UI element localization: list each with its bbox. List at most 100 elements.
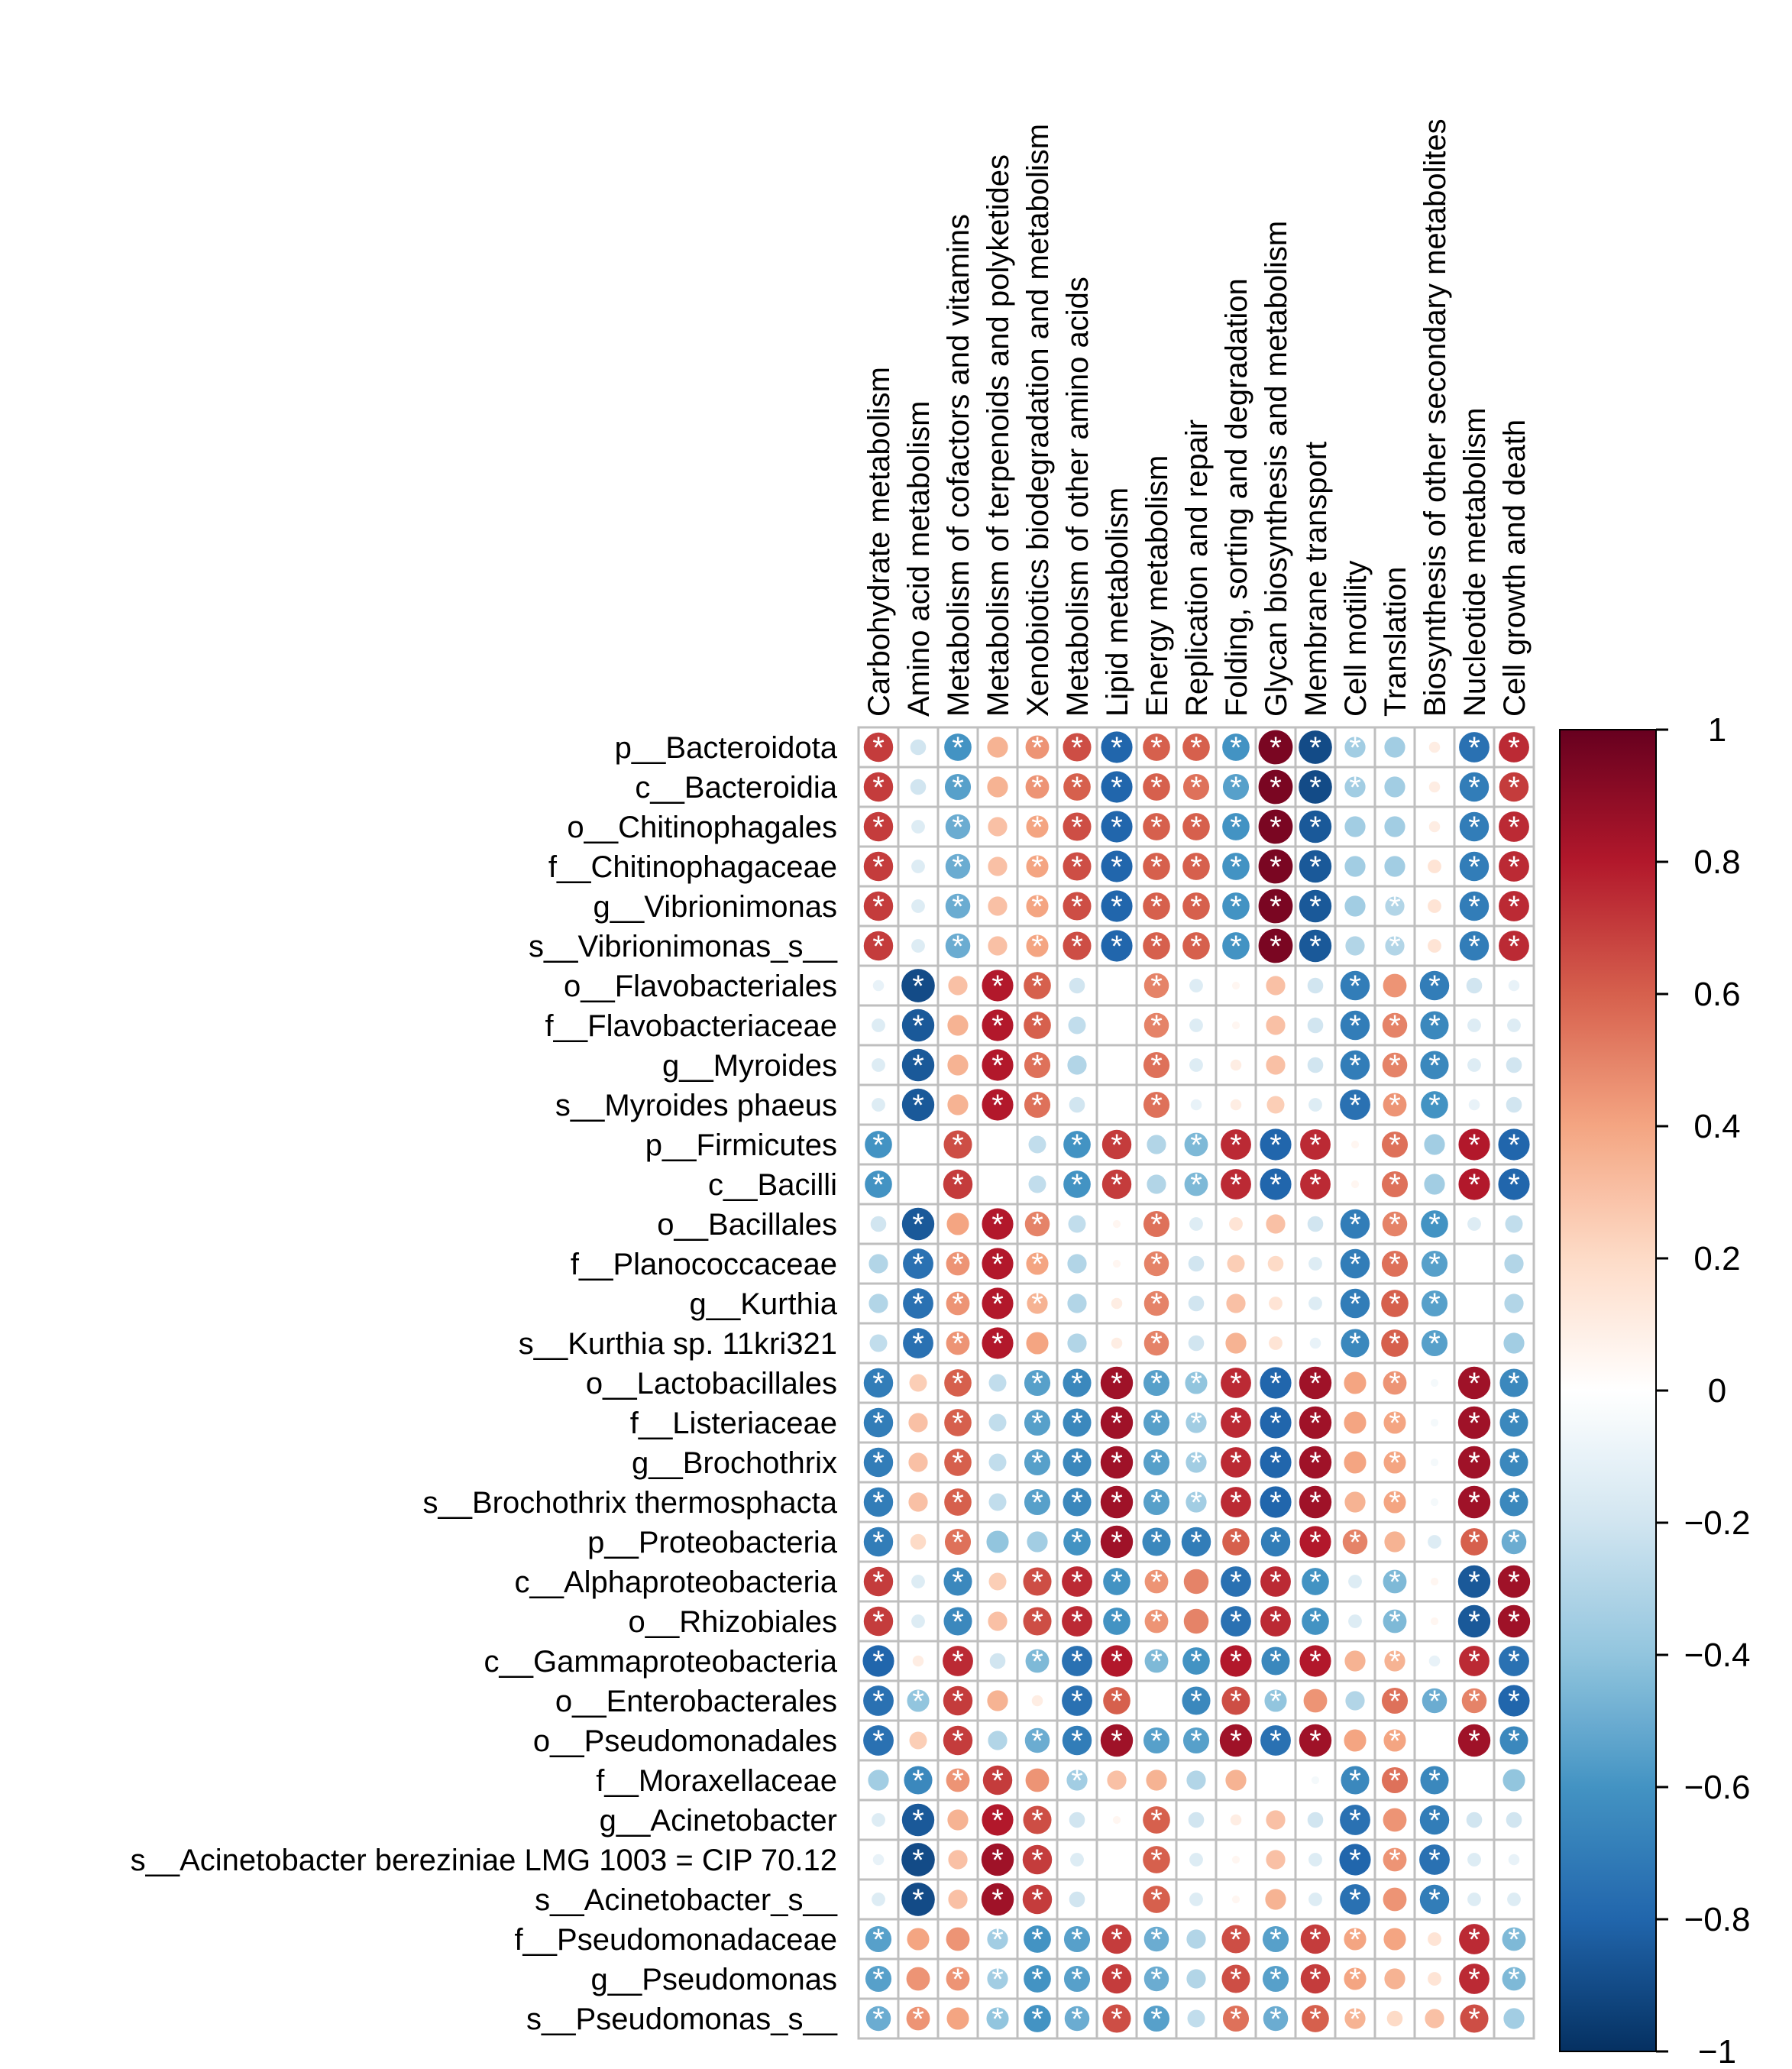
corr-circle-s-acinetobacter-bereziniae-lmg-1003-cip-70-12-cell-motility [1339,1844,1371,1876]
corr-circle-o-bacillales-carbohydrate-metabolism [870,1216,887,1232]
colorbar-tick-label: −1 [1698,2033,1736,2065]
corr-circle-o-chitinophagales-metabolism-of-terpenoids-and-polyketides [988,817,1008,837]
significance-star: * [1389,1367,1401,1400]
significance-star: * [1071,850,1083,884]
significance-star: * [1150,1089,1163,1122]
significance-star: * [1309,1724,1321,1758]
corr-circle-s-pseudomonas-s-amino-acid-metabolism [906,2006,930,2031]
corr-circle-o-enterobacterales-metabolism-of-other-amino-acids [1062,1685,1092,1716]
significance-star: * [1349,970,1361,1003]
significance-star: * [1270,1724,1282,1758]
row-label-o-pseudomonadales: o__Pseudomonadales [533,1724,837,1758]
corr-circle-f-flavobacteriaceae-nucleotide-metabolism [1467,1018,1481,1032]
significance-star: * [1230,1685,1242,1718]
corr-circle-c-alphaproteobacteria-replication-and-repair [1183,1569,1209,1595]
corr-circle-p-proteobacteria-lipid-metabolism [1100,1525,1134,1559]
corr-circle-p-firmicutes-glycan-biosynthesis-and-metabolism [1260,1128,1292,1161]
colorbar-tick-label: 1 [1708,711,1726,749]
corr-circle-s-kurthia-sp-11kri321-folding-sorting-and-degradation [1225,1332,1247,1354]
corr-circle-f-planococcaceae-translation [1381,1250,1409,1277]
row-label-f-planococcaceae: f__Planococcaceae [571,1248,837,1281]
corr-circle-o-rhizobiales-lipid-metabolism [1103,1608,1131,1635]
corr-circle-g-vibrionimonas-amino-acid-metabolism [911,899,925,913]
corr-circle-o-bacillales-translation [1382,1211,1408,1237]
corr-circle-f-listeriaceae-metabolism-of-other-amino-acids [1063,1408,1092,1437]
corr-circle-f-pseudomonadaceae-metabolism-of-other-amino-acids [1063,1925,1091,1953]
corr-circle-o-rhizobiales-metabolism-of-terpenoids-and-polyketides [988,1611,1008,1631]
corr-circle-s-myroides-phaeus-membrane-transport [1308,1098,1322,1112]
significance-star: * [1270,1566,1282,1599]
corr-circle-g-myroides-cell-motility [1340,1050,1370,1080]
corr-circle-s-vibrionimonas-s-replication-and-repair [1182,932,1210,960]
significance-star: * [952,1486,964,1520]
significance-star: * [1071,930,1083,963]
corr-circle-f-flavobacteriaceae-carbohydrate-metabolism [872,1018,885,1032]
significance-star: * [1468,1446,1480,1480]
corr-circle-s-myroides-phaeus-amino-acid-metabolism [901,1088,935,1122]
corr-circle-g-vibrionimonas-folding-sorting-and-degradation [1222,892,1250,920]
corr-circle-s-myroides-phaeus-metabolism-of-terpenoids-and-polyketides [982,1089,1014,1121]
column-label-lipid-metabolism: Lipid metabolism [1101,487,1134,717]
corr-circle-f-chitinophagaceae-folding-sorting-and-degradation [1222,853,1250,880]
corr-circle-s-vibrionimonas-s-cell-motility [1345,936,1365,956]
corr-circle-o-pseudomonadales-metabolism-of-cofactors-and-vitamins [943,1725,973,1756]
significance-star: * [1190,731,1202,765]
corr-circle-p-proteobacteria-metabolism-of-terpenoids-and-polyketides [986,1530,1009,1553]
corr-circle-o-rhizobiales-translation [1383,1609,1407,1634]
corr-circle-g-acinetobacter-carbohydrate-metabolism [872,1813,885,1827]
significance-star: * [991,1208,1004,1242]
colorbar-tick-label: 0.4 [1693,1108,1740,1145]
corr-circle-c-gammaproteobacteria-lipid-metabolism [1101,1645,1133,1677]
corr-circle-c-gammaproteobacteria-folding-sorting-and-degradation [1220,1645,1252,1677]
significance-star: * [952,1248,964,1281]
corr-circle-s-acinetobacter-bereziniae-lmg-1003-cip-70-12-metabolism-of-terpenoids-and-polyketides [981,1843,1014,1876]
corr-circle-o-flavobacteriales-membrane-transport [1307,977,1324,994]
corr-circle-g-myroides-translation [1382,1052,1408,1078]
corr-circle-g-myroides-metabolism-of-terpenoids-and-polyketides [982,1049,1014,1081]
corr-circle-g-myroides-glycan-biosynthesis-and-metabolism [1266,1055,1286,1075]
corr-circle-s-kurthia-sp-11kri321-membrane-transport [1309,1337,1321,1349]
significance-star: * [1270,1685,1282,1718]
significance-star: * [952,850,964,884]
corr-circle-f-planococcaceae-amino-acid-metabolism [903,1248,933,1279]
corr-circle-f-planococcaceae-cell-motility [1340,1248,1370,1279]
significance-star: * [1071,1605,1083,1639]
significance-star: * [1468,1566,1480,1599]
corr-circle-s-pseudomonas-s-lipid-metabolism [1102,2004,1131,2033]
significance-star: * [1071,1645,1083,1679]
column-label-translation: Translation [1379,567,1412,717]
corr-circle-s-pseudomonas-s-replication-and-repair [1187,2009,1205,2028]
corr-circle-f-pseudomonadaceae-cell-motility [1344,1928,1367,1951]
corr-circle-o-pseudomonadales-replication-and-repair [1182,1727,1210,1754]
row-label-f-moraxellaceae: f__Moraxellaceae [596,1764,837,1798]
corr-circle-g-kurthia-metabolism-of-cofactors-and-vitamins [946,1291,970,1316]
corr-circle-o-rhizobiales-amino-acid-metabolism [911,1614,925,1628]
significance-star: * [1150,1486,1163,1520]
significance-star: * [1150,850,1163,884]
significance-star: * [1508,930,1520,963]
significance-star: * [872,850,885,884]
significance-star: * [1150,1049,1163,1083]
corr-circle-o-bacillales-nucleotide-metabolism [1467,1217,1481,1231]
significance-star: * [1309,850,1321,884]
corr-circle-o-flavobacteriales-carbohydrate-metabolism [872,979,885,992]
significance-star: * [1508,1645,1520,1679]
corr-circle-o-bacillales-folding-sorting-and-degradation [1229,1217,1243,1231]
corr-circle-s-kurthia-sp-11kri321-amino-acid-metabolism [903,1328,933,1358]
corr-circle-s-brochothrix-thermosphacta-glycan-biosynthesis-and-metabolism [1260,1486,1292,1518]
corr-circle-f-planococcaceae-folding-sorting-and-degradation [1227,1255,1245,1273]
corr-circle-f-listeriaceae-nucleotide-metabolism [1457,1406,1491,1439]
significance-star: * [1389,1446,1401,1480]
corr-circle-f-listeriaceae-amino-acid-metabolism [908,1413,928,1433]
corr-circle-g-acinetobacter-replication-and-repair [1188,1812,1205,1828]
corr-circle-s-acinetobacter-s-glycan-biosynthesis-and-metabolism [1265,1889,1286,1910]
corr-circle-c-alphaproteobacteria-folding-sorting-and-degradation [1221,1566,1251,1597]
corr-circle-c-gammaproteobacteria-metabolism-of-other-amino-acids [1062,1646,1092,1676]
corr-circle-g-acinetobacter-energy-metabolism [1143,1806,1170,1834]
corr-circle-f-listeriaceae-translation [1383,1411,1406,1434]
corr-circle-f-planococcaceae-biosynthesis-of-other-secondary-metabolites [1421,1250,1448,1277]
significance-star: * [1031,930,1043,963]
corr-circle-c-gammaproteobacteria-nucleotide-metabolism [1459,1646,1490,1676]
corr-circle-o-flavobacteriales-metabolism-of-terpenoids-and-polyketides [982,970,1014,1002]
corr-circle-s-vibrionimonas-s-glycan-biosynthesis-and-metabolism [1258,928,1293,963]
